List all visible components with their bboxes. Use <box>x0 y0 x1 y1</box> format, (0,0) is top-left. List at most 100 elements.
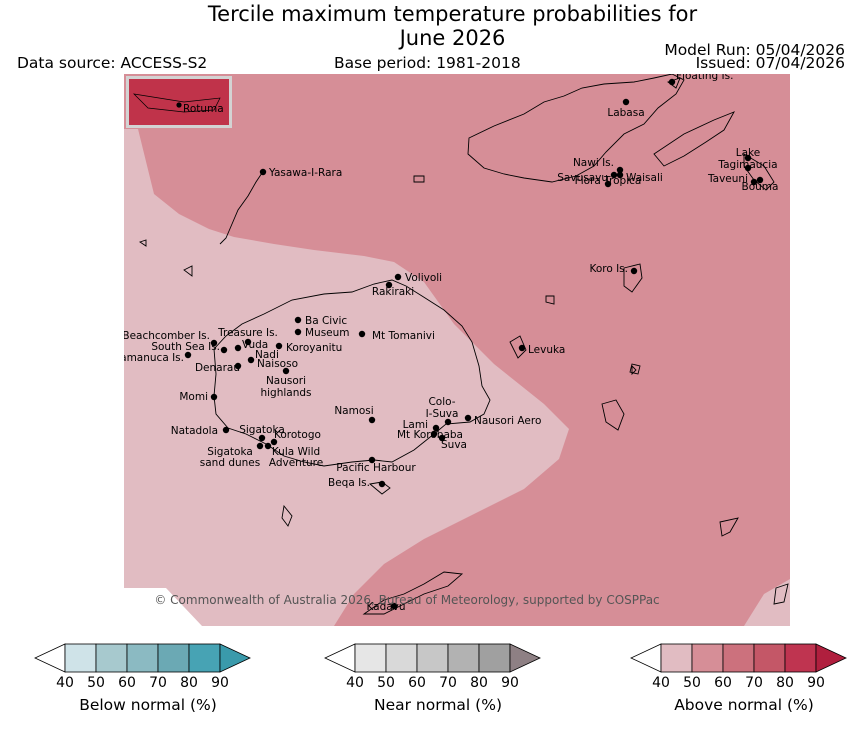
place-marker <box>750 178 758 186</box>
place-markers: Floating Is. Labasa Yasawa-I-Rara Nawi Is. S… <box>124 74 778 613</box>
above-40-50-zone <box>124 129 569 626</box>
place-label: Mt Tomanivi <box>372 330 435 342</box>
issued-label: Issued: 07/04/2026 <box>695 54 845 72</box>
place-marker <box>294 316 302 324</box>
colorbar-tick-label: 70 <box>439 675 457 691</box>
place-marker <box>756 176 764 184</box>
place-marker <box>247 356 255 364</box>
colorbar-tick-label: 60 <box>408 675 426 691</box>
colorbar-low-arrow <box>630 643 662 673</box>
place-marker <box>222 426 230 434</box>
vanua-levu-coast <box>467 74 685 183</box>
place-marker <box>518 344 526 352</box>
colorbar-swatch <box>157 643 190 673</box>
vatulele-coast <box>281 504 293 527</box>
colorbar-swatch <box>753 643 786 673</box>
place-label: Tagimaucia <box>717 159 777 171</box>
colorbar-swatch <box>64 643 97 673</box>
place-marker <box>604 180 612 188</box>
no-data-corner <box>124 588 202 626</box>
place-label: Pacific Harbour <box>336 462 416 474</box>
colorbar-tick-label: 70 <box>745 675 763 691</box>
colorbar-ticks: 40 50 60 70 80 90 <box>323 675 553 691</box>
coastlines <box>138 74 789 615</box>
colorbar-tick-label: 40 <box>652 675 670 691</box>
place-label: I-Suva <box>426 408 459 420</box>
colorbar-swatch <box>416 643 449 673</box>
colorbar <box>34 643 251 673</box>
colorbar-swatch <box>784 643 817 673</box>
place-marker <box>610 171 618 179</box>
colorbar-tick-label: 40 <box>56 675 74 691</box>
place-marker <box>244 338 252 346</box>
place-marker <box>390 602 398 610</box>
legend-title: Near normal (%) <box>374 696 502 714</box>
colorbar-low-arrow <box>324 643 356 673</box>
rotuma-inset: Rotuma <box>126 76 232 128</box>
colorbar-swatch <box>188 643 221 673</box>
place-marker <box>744 154 752 162</box>
place-marker <box>220 346 228 354</box>
colorbar-tick-label: 70 <box>149 675 167 691</box>
colorbar-high-arrow <box>509 643 541 673</box>
place-marker <box>378 480 386 488</box>
probability-map: Rotuma Floating Is. Labasa Yasawa-I-Rara Na… <box>124 74 790 626</box>
place-marker <box>234 362 242 370</box>
place-label: Bouma <box>742 181 779 193</box>
colorbar-ticks: 40 50 60 70 80 90 <box>629 675 859 691</box>
koro-coast <box>623 263 643 293</box>
place-label: Koro Is. <box>589 263 628 275</box>
place-marker <box>275 342 283 350</box>
colorbar-tick-label: 50 <box>683 675 701 691</box>
place-label: Taveuni <box>707 173 748 185</box>
place-label: Kula Wild <box>272 446 320 458</box>
place-marker <box>394 273 402 281</box>
colorbar-tick-label: 80 <box>180 675 198 691</box>
place-marker <box>444 418 452 426</box>
place-marker <box>210 339 218 347</box>
place-label: Flora Tropica <box>575 175 642 187</box>
place-label: highlands <box>260 387 311 399</box>
place-label: Denarau <box>195 362 240 374</box>
colorbar-low-arrow <box>34 643 66 673</box>
place-label: Savusavu <box>557 172 608 184</box>
base-period-label: Base period: 1981-2018 <box>334 54 521 72</box>
colorbar-tick-label: 50 <box>87 675 105 691</box>
place-marker <box>358 330 366 338</box>
colorbar-swatch <box>660 643 693 673</box>
place-label: Nausori Aero <box>474 415 541 427</box>
place-label: Beqa Is. <box>328 477 370 489</box>
place-label: Beachcomber Is. <box>124 330 210 342</box>
gau-coast <box>601 399 625 431</box>
place-label: Nausori <box>266 375 306 387</box>
vanua-levu-east-coast <box>653 111 736 167</box>
colorbar-high-arrow <box>815 643 847 673</box>
legend-below-normal: 40 50 60 70 80 90 Below normal (%) <box>33 642 263 722</box>
place-marker <box>616 171 624 179</box>
place-label: Waisali <box>626 172 663 184</box>
place-label: Yasawa-I-Rara <box>268 167 342 179</box>
place-label: South Sea Is. <box>151 341 220 353</box>
colorbar-tick-label: 80 <box>470 675 488 691</box>
place-marker <box>744 164 752 172</box>
place-label: sand dunes <box>200 457 260 469</box>
islet-east-1 <box>545 295 555 305</box>
place-marker <box>464 414 472 422</box>
colorbar-tick-label: 90 <box>501 675 519 691</box>
place-label: Lami <box>403 419 428 431</box>
place-label: Kadavu <box>366 601 405 613</box>
viti-levu-coast <box>213 279 491 467</box>
colorbar-swatch <box>354 643 387 673</box>
kadavu-coast <box>362 571 464 615</box>
islet-se-1 <box>719 517 739 537</box>
place-marker <box>259 168 267 176</box>
place-label: Momi <box>179 391 208 403</box>
place-label: Nadi <box>255 349 279 361</box>
place-marker <box>270 438 278 446</box>
islet-east-2 <box>631 364 637 376</box>
rotuma-label: Rotuma <box>183 103 224 115</box>
ovalau-coast <box>509 335 527 359</box>
place-label: Lake <box>736 147 760 159</box>
place-marker <box>616 166 624 174</box>
legend-title: Below normal (%) <box>79 696 217 714</box>
